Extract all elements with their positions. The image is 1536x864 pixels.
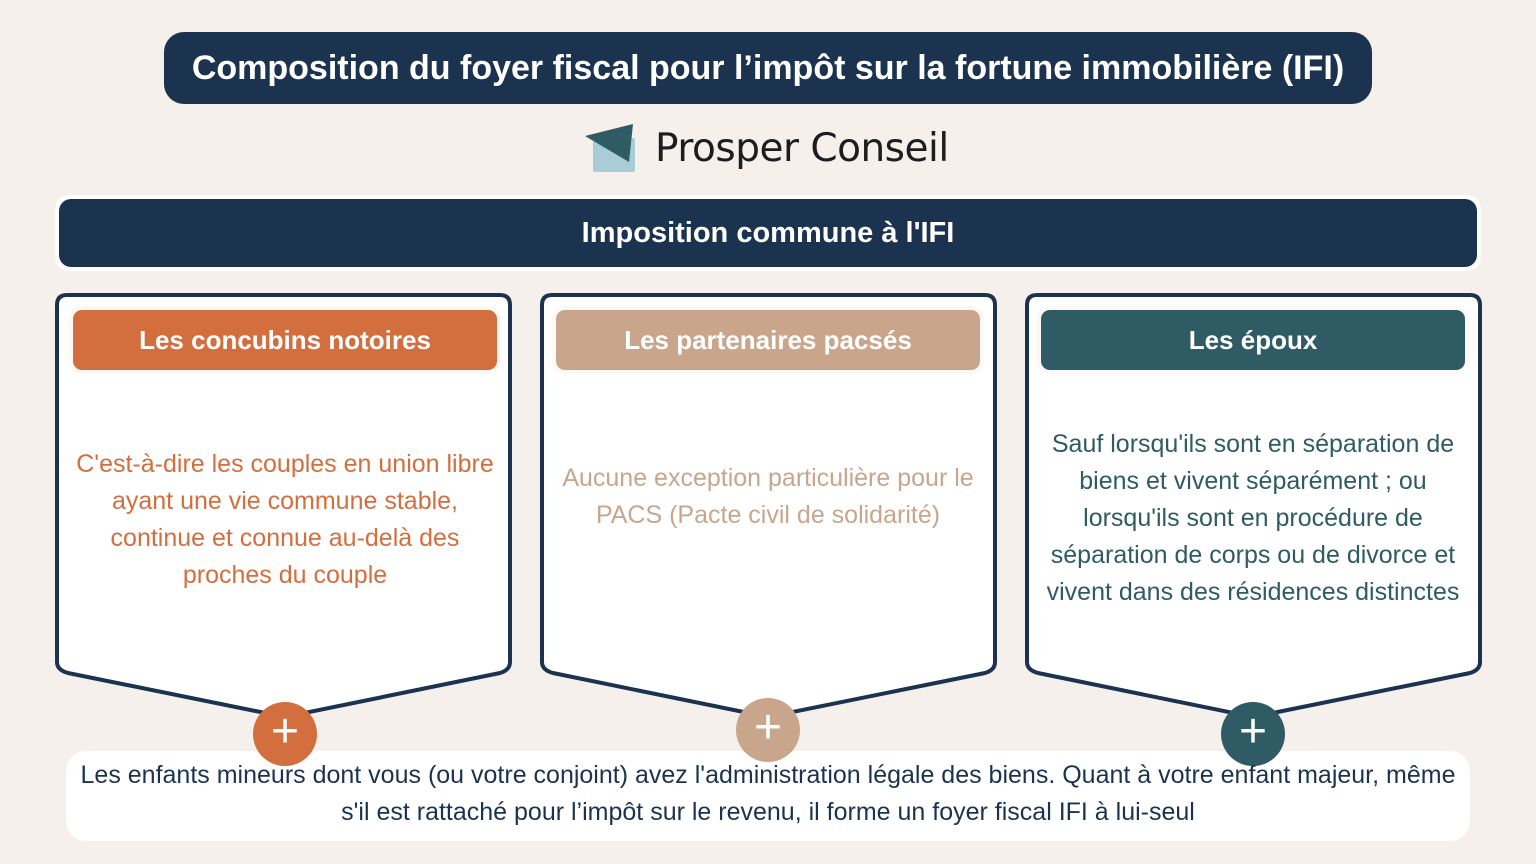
plus-icon: + [1221,702,1285,766]
card-outline-2 [540,293,997,720]
card-heading-concubins: Les concubins notoires [73,310,497,370]
card-outline-1 [55,293,512,720]
page-title: Composition du foyer fiscal pour l’impôt… [164,32,1372,104]
brand-name: Prosper Conseil [655,125,949,171]
plus-icon: + [736,698,800,762]
card-text-concubins: C'est-à-dire les couples en union libre … [76,450,494,589]
footer-box [66,751,1470,841]
plus-icon: + [253,702,317,766]
brand-logo: Prosper Conseil [585,122,949,174]
card-heading-pacses: Les partenaires pacsés [556,310,980,370]
card-heading-epoux: Les époux [1041,310,1465,370]
card-text-epoux: Sauf lorsqu'ils sont en séparation de bi… [1046,429,1460,606]
footer-text: Les enfants mineurs dont vous (ou votre … [80,761,1456,826]
section-band: Imposition commune à l'IFI [59,199,1477,267]
paper-plane-envelope-icon [585,124,635,172]
card-text-pacses: Aucune exception particulière pour le PA… [562,464,974,529]
card-outline-3 [1025,293,1482,720]
